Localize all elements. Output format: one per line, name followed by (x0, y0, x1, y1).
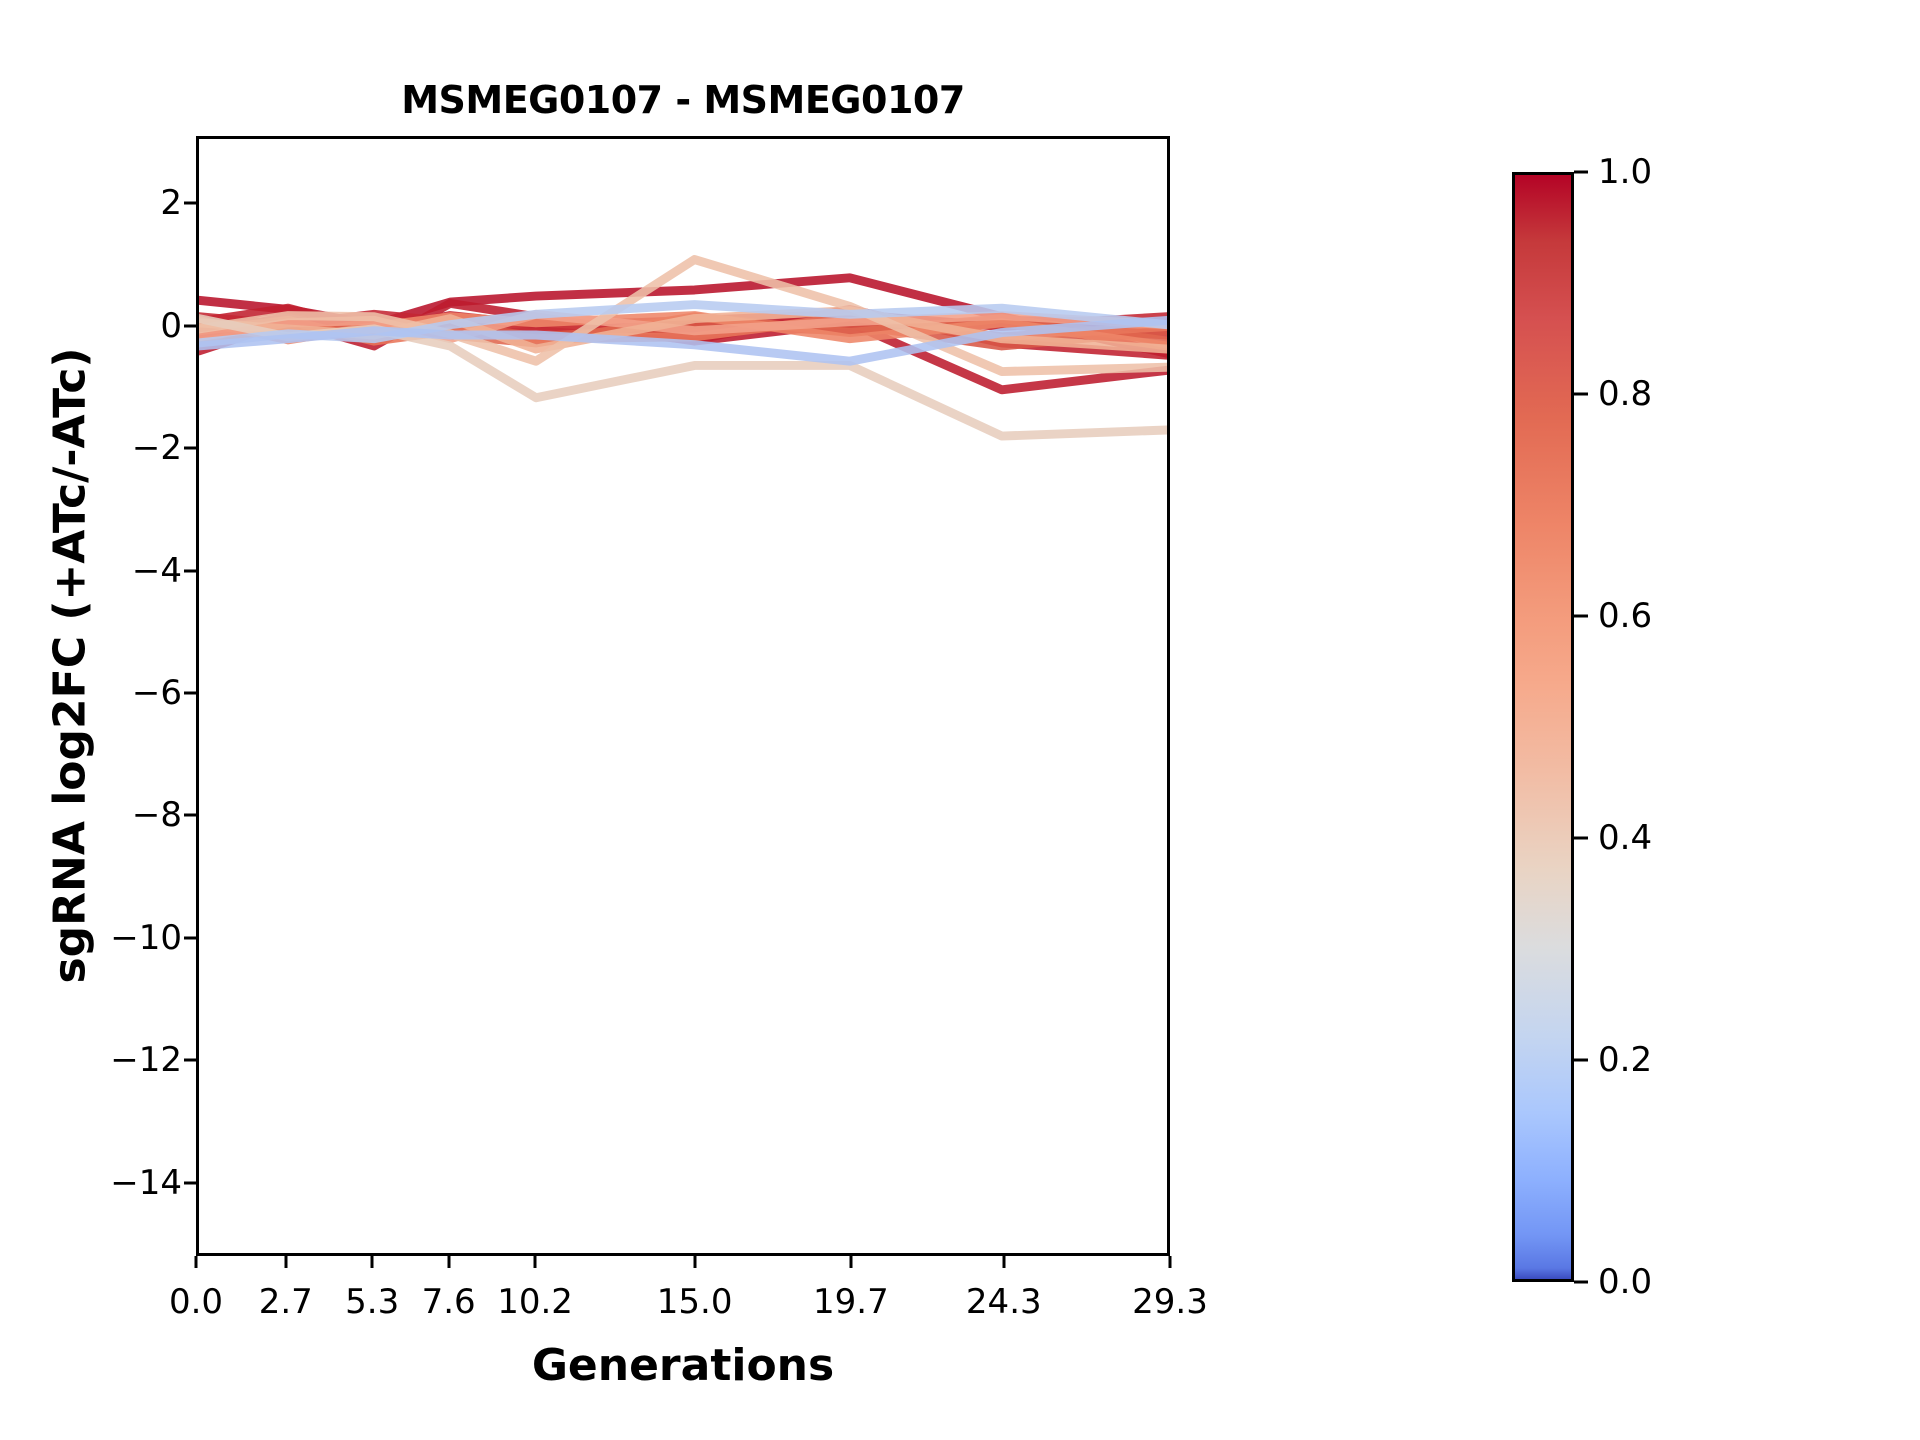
x-tick-label: 0.0 (168, 1282, 224, 1322)
y-tick-mark (184, 446, 196, 450)
x-tick-label: 15.0 (656, 1282, 733, 1322)
y-tick-mark (184, 691, 196, 695)
y-tick-label: −8 (131, 795, 182, 836)
y-tick-label: −2 (131, 428, 182, 469)
colorbar-tick-label: 0.8 (1598, 374, 1653, 414)
y-tick-mark (184, 813, 196, 817)
y-axis-tick-labels: 2 0 −2 −4 −6 −8 −10 −12 −14 (60, 136, 196, 1256)
x-tick-label: 19.7 (813, 1282, 889, 1322)
y-tick-mark (184, 201, 196, 205)
x-tick-mark (533, 1256, 537, 1268)
colorbar-tick-label: 0.2 (1598, 1040, 1653, 1080)
colorbar-tick-mark (1574, 614, 1588, 618)
x-tick-mark (1002, 1256, 1006, 1268)
colorbar-tick-mark (1574, 1280, 1588, 1284)
x-tick-mark (1168, 1256, 1172, 1268)
x-tick-label: 7.6 (421, 1282, 476, 1322)
y-tick-label: −12 (110, 1040, 182, 1081)
x-tick-label: 5.3 (345, 1282, 400, 1322)
x-tick-label: 29.3 (1132, 1282, 1208, 1322)
x-tick-mark (284, 1256, 288, 1268)
x-tick-mark (447, 1256, 451, 1268)
sgrna-line (199, 315, 1167, 366)
x-tick-mark (370, 1256, 374, 1268)
x-tick-label: 2.7 (258, 1282, 313, 1322)
x-tick-label: 24.3 (965, 1282, 1042, 1322)
colorbar-tick-mark (1574, 170, 1588, 174)
x-axis-label: Generations (531, 1340, 835, 1391)
y-tick-mark (184, 324, 196, 328)
x-tick-mark (194, 1256, 198, 1268)
plot-area (196, 136, 1170, 1256)
y-tick-label: −14 (110, 1162, 182, 1203)
colorbar-tick-label: 0.6 (1598, 596, 1653, 636)
line-series-group (199, 255, 1167, 441)
x-tick-mark (849, 1256, 853, 1268)
x-tick-label: 10.2 (497, 1282, 573, 1322)
y-tick-mark (184, 1181, 196, 1185)
y-tick-label: 2 (160, 183, 182, 224)
y-tick-mark (184, 1058, 196, 1062)
colorbar (1512, 172, 1574, 1282)
colorbar-tick-label: 1.0 (1598, 152, 1653, 192)
x-tick-mark (693, 1256, 697, 1268)
y-tick-label: −10 (110, 917, 182, 958)
y-tick-mark (184, 569, 196, 573)
colorbar-tick-mark (1574, 392, 1588, 396)
colorbar-tick-mark (1574, 1058, 1588, 1062)
colorbar-tick-label: 0.0 (1598, 1262, 1653, 1302)
y-tick-label: −6 (131, 672, 182, 713)
sgrna-line (199, 255, 1167, 377)
y-tick-mark (184, 936, 196, 940)
colorbar-tick-label: 0.4 (1598, 818, 1653, 858)
y-tick-label: −4 (131, 550, 182, 591)
y-tick-label: 0 (160, 305, 182, 346)
chart-title: MSMEG0107 - MSMEG0107 (401, 78, 965, 122)
colorbar-tick-mark (1574, 836, 1588, 840)
